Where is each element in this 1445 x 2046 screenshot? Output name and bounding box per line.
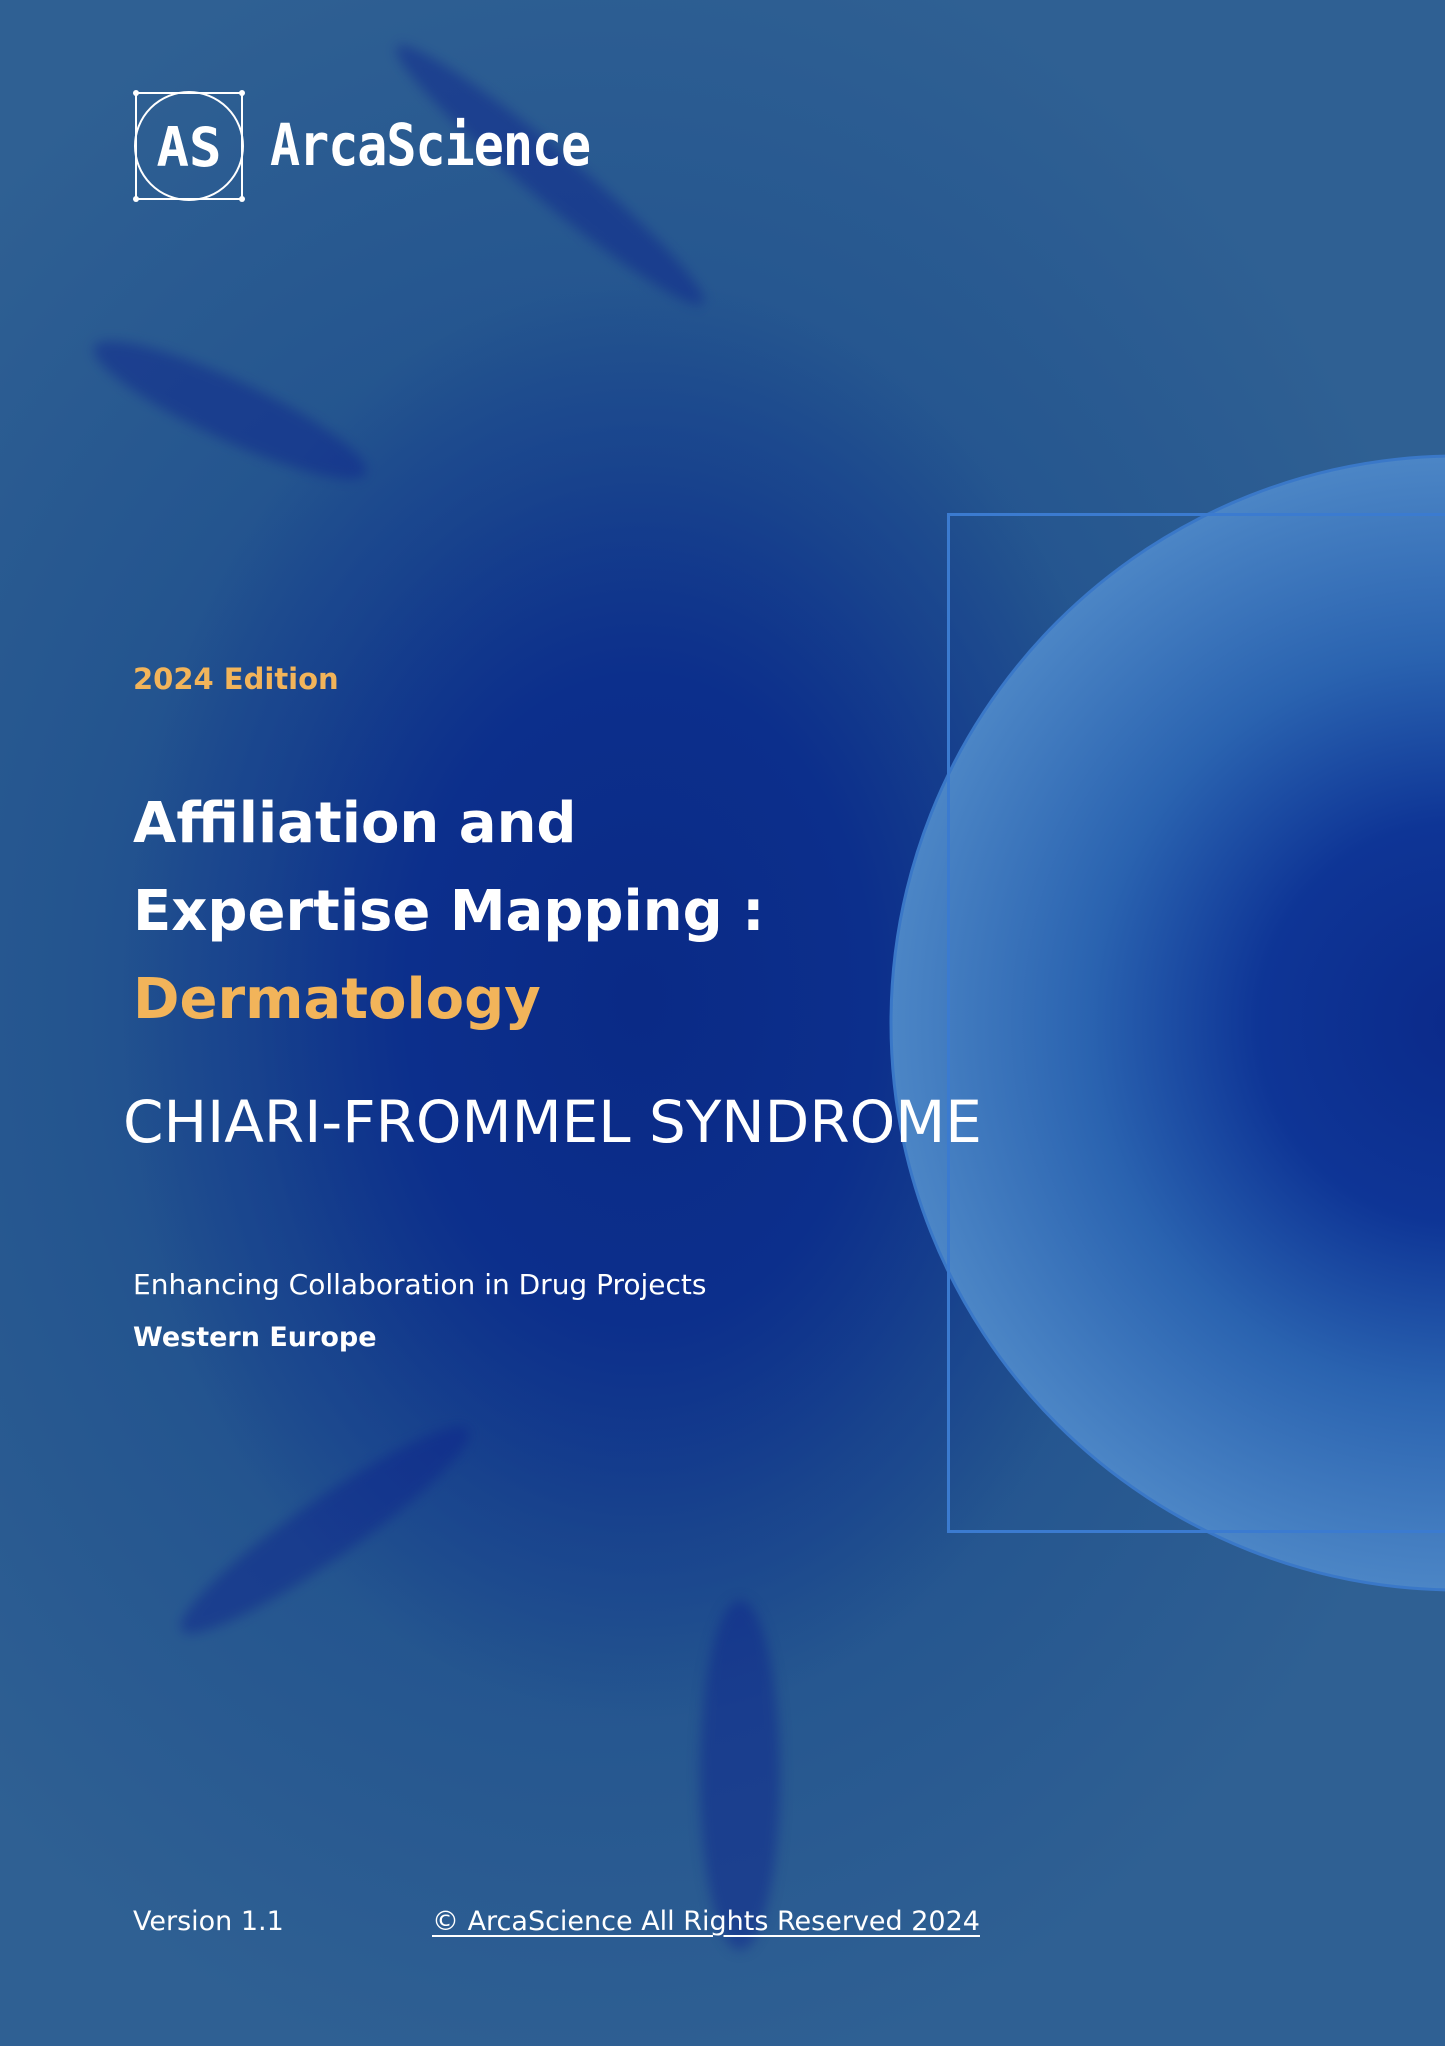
page-title: Affiliation and Expertise Mapping : Derm… xyxy=(133,780,765,1044)
tagline: Enhancing Collaboration in Drug Projects xyxy=(133,1268,707,1301)
brand-name: ArcaScience xyxy=(270,112,591,179)
edition-label: 2024 Edition xyxy=(133,662,339,696)
decorative-frame xyxy=(947,513,1445,1533)
svg-text:AS: AS xyxy=(156,116,221,179)
title-line-2: Expertise Mapping : xyxy=(133,879,765,944)
region-label: Western Europe xyxy=(133,1322,377,1353)
background-texture xyxy=(700,1600,780,1950)
arcascience-logo-icon: AS xyxy=(133,90,245,202)
title-specialty: Dermatology xyxy=(133,967,541,1032)
version-label: Version 1.1 xyxy=(133,1906,284,1937)
disease-name: CHIARI-FROMMEL SYNDROME xyxy=(123,1088,982,1156)
background-texture xyxy=(164,1405,486,1655)
title-line-1: Affiliation and xyxy=(133,791,577,856)
microscopy-circle-image xyxy=(889,454,1445,1592)
background-texture xyxy=(81,319,379,501)
copyright-link[interactable]: © ArcaScience All Rights Reserved 2024 xyxy=(432,1906,980,1937)
